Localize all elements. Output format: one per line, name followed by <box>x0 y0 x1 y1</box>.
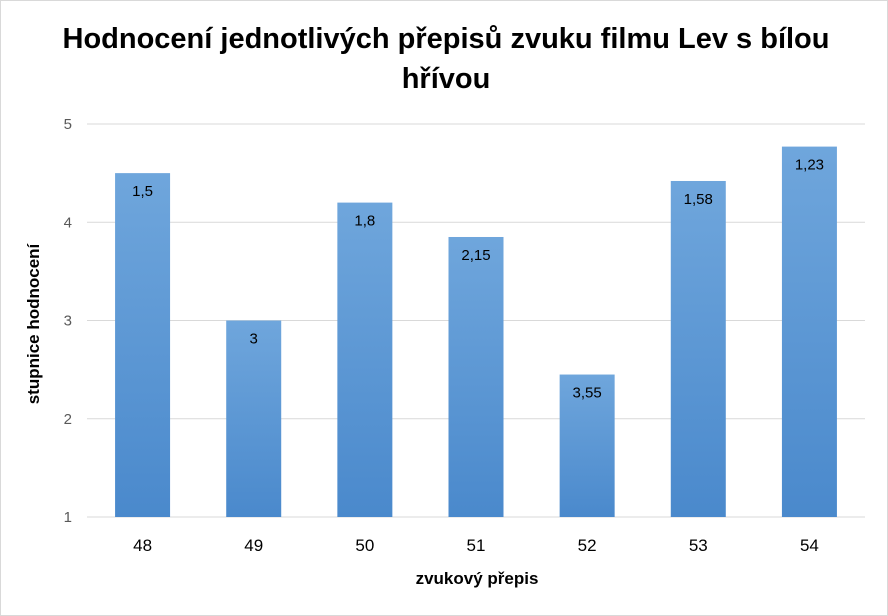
x-axis-ticks: 48 49 50 51 52 53 54 <box>133 536 819 555</box>
data-label-50: 1,8 <box>354 213 375 230</box>
y-axis-label: stupnice hodnocení <box>24 242 43 404</box>
data-label-54: 1,23 <box>795 157 824 174</box>
bar-49 <box>226 320 282 517</box>
x-tick-label: 48 <box>133 536 152 555</box>
x-tick-label: 51 <box>467 536 486 555</box>
bar-50 <box>337 202 393 517</box>
y-tick-label: 1 <box>64 509 72 526</box>
y-tick-label: 2 <box>64 411 72 428</box>
x-tick-label: 54 <box>800 536 819 555</box>
data-label-52: 3,55 <box>573 385 602 402</box>
bar-54 <box>781 146 837 517</box>
data-label-53: 1,58 <box>684 191 713 208</box>
bar-51 <box>448 236 504 518</box>
data-labels: 1,5 3 1,8 2,15 3,55 1,58 1,23 <box>132 157 824 402</box>
y-tick-label: 5 <box>64 116 72 133</box>
x-tick-label: 53 <box>689 536 708 555</box>
bar-53 <box>670 180 726 518</box>
x-tick-label: 50 <box>355 536 374 555</box>
y-tick-label: 3 <box>64 313 72 330</box>
x-tick-label: 49 <box>244 536 263 555</box>
bar-52 <box>559 374 615 517</box>
data-label-49: 3 <box>250 331 258 348</box>
chart-title: Hodnocení jednotlivých přepisů zvuku fil… <box>62 23 830 95</box>
x-tick-label: 52 <box>578 536 597 555</box>
y-axis-ticks: 1 2 3 4 5 <box>64 116 72 526</box>
data-label-51: 2,15 <box>461 247 490 264</box>
data-label-48: 1,5 <box>132 183 153 200</box>
x-axis-label: zvukový přepis <box>416 569 539 588</box>
y-tick-label: 4 <box>64 214 72 231</box>
bar-48 <box>115 173 171 517</box>
bars <box>115 146 837 518</box>
